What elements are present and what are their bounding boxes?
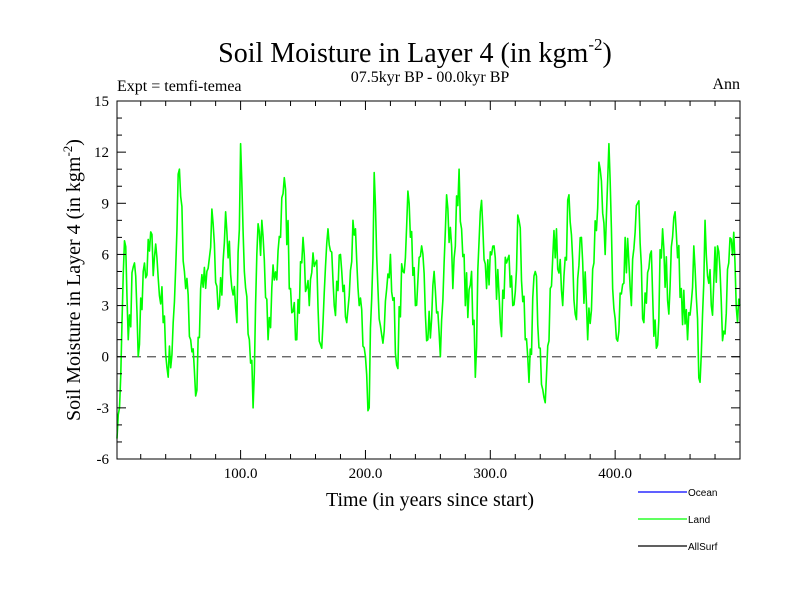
y-axis-label-main: Soil Moisture in Layer 4 (in kgm [63,156,85,421]
y-tick-label: 6 [102,247,110,263]
expt-label: Expt = temfi-temea [117,78,242,95]
legend: Ocean Land AllSurf [638,488,718,553]
legend-label-land: Land [688,515,710,526]
y-tick-label: 12 [94,145,109,161]
axes-layer: -6 -3 0 3 6 9 12 15 100.0 200.0 300.0 400.0 [94,94,741,482]
y-axis-label-close: ) [63,139,85,146]
chart-title-close: ) [603,38,612,69]
x-axis-label: Time (in years since start) [326,489,534,511]
y-tick-label: 3 [102,299,110,315]
chart-title-superscript: -2 [588,35,602,54]
x-tick-label: 200.0 [349,466,383,482]
plot-layer [116,142,741,439]
legend-label-allsurf: AllSurf [688,542,718,553]
y-axis-label: Soil Moisture in Layer 4 (in kgm-2) [60,139,85,421]
series-land-line [116,142,741,439]
chart-subtitle: 07.5kyr BP - 00.0kyr BP [351,69,510,86]
chart-title: Soil Moisture in Layer 4 (in kgm-2) [218,35,612,69]
x-tick-label: 300.0 [473,466,507,482]
plot-frame [116,100,741,460]
chart-title-main: Soil Moisture in Layer 4 (in kgm [218,38,588,69]
x-tick-label: 100.0 [224,466,258,482]
x-tick-label: 400.0 [598,466,632,482]
y-axis-label-superscript: -2 [60,146,75,157]
season-label: Ann [712,76,740,93]
y-tick-label: 9 [102,196,110,212]
y-tick-label: 0 [102,350,110,366]
y-tick-label: 15 [94,94,109,110]
legend-label-ocean: Ocean [688,488,717,499]
y-tick-label: -6 [97,452,110,468]
y-tick-label: -3 [97,401,110,417]
